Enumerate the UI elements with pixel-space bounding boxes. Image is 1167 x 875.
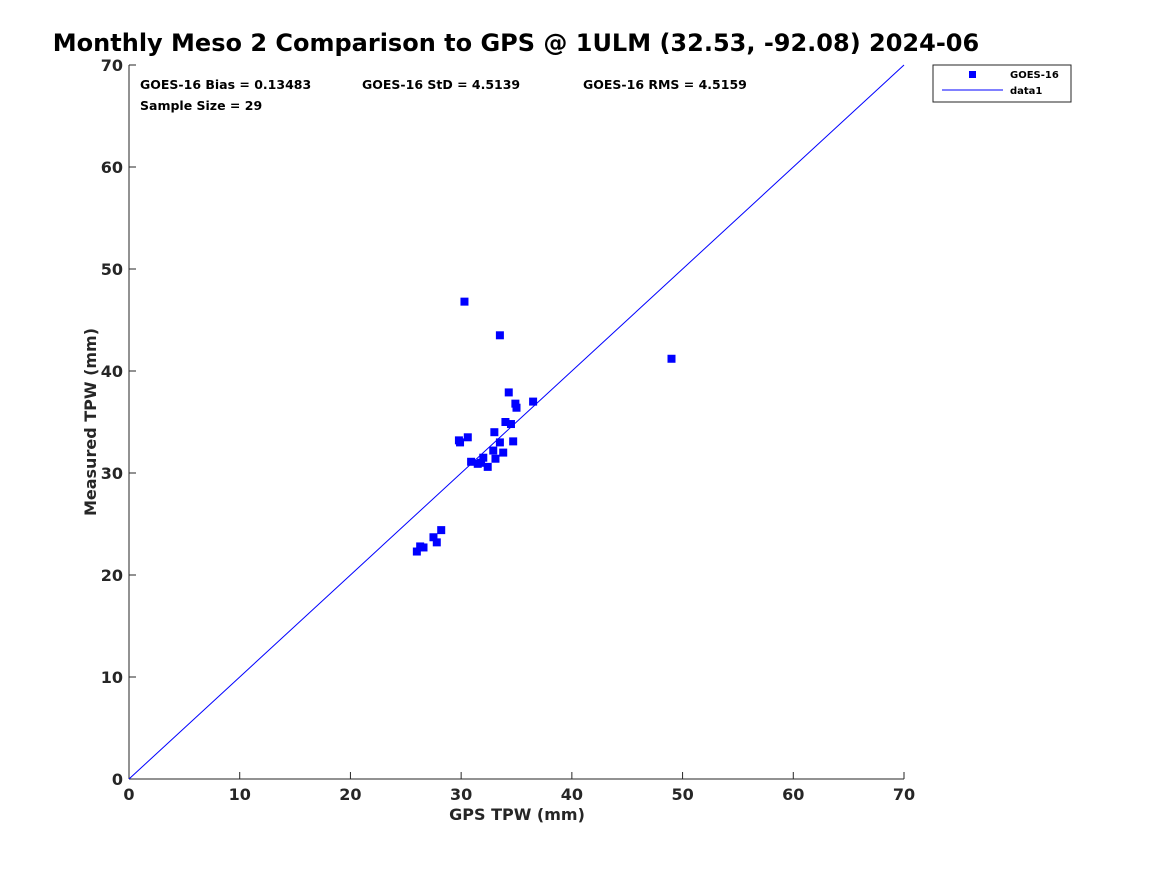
x-tick-label: 40	[561, 785, 583, 804]
data-point	[437, 526, 446, 535]
data-point	[432, 538, 441, 547]
chart-title: Monthly Meso 2 Comparison to GPS @ 1ULM …	[53, 29, 979, 57]
legend-box	[932, 64, 1072, 103]
one-to-one-line	[128, 64, 905, 780]
data-point	[495, 331, 504, 340]
plot-area: 0 10 20 30 40 50 60 70 0 10 20 30 40 50 60 70	[101, 56, 915, 804]
data-point	[419, 543, 428, 552]
data-point	[506, 420, 515, 429]
data-point	[495, 438, 504, 447]
data-point	[529, 397, 538, 406]
data-point	[460, 297, 469, 306]
data-point	[456, 438, 465, 447]
x-tick-label: 60	[782, 785, 804, 804]
y-tick-label: 20	[101, 566, 123, 585]
data-point	[412, 547, 421, 556]
data-point	[504, 388, 513, 397]
x-tick-label: 10	[229, 785, 251, 804]
y-tick-label: 0	[112, 770, 123, 789]
data-point	[667, 354, 676, 363]
y-tick-label: 10	[101, 668, 123, 687]
data-point	[429, 533, 438, 542]
data-point	[490, 428, 499, 437]
stats-annotations: GOES-16 Bias = 0.13483 GOES-16 StD = 4.5…	[140, 77, 747, 113]
data-point	[483, 462, 492, 471]
y-tick-label: 60	[101, 158, 123, 177]
y-tick-label: 40	[101, 362, 123, 381]
data-point	[509, 437, 518, 446]
rms-stat: GOES-16 RMS = 4.5159	[583, 77, 747, 92]
data-point	[501, 418, 510, 426]
y-tick-label: 70	[101, 56, 123, 75]
legend: GOES-16 data1	[932, 64, 1072, 103]
legend-label-goes16: GOES-16	[1010, 70, 1059, 81]
data-point	[491, 454, 500, 463]
x-tick-label: 50	[671, 785, 693, 804]
x-tick-label: 20	[339, 785, 361, 804]
std-stat: GOES-16 StD = 4.5139	[362, 77, 520, 92]
data-point	[511, 399, 520, 408]
x-tick-label: 70	[893, 785, 915, 804]
y-tick-label: 50	[101, 260, 123, 279]
x-axis-label: GPS TPW (mm)	[449, 805, 585, 824]
data-point	[463, 433, 472, 442]
legend-marker-goes16	[969, 71, 976, 78]
data-point	[499, 448, 508, 457]
y-axis-label: Measured TPW (mm)	[81, 328, 100, 516]
data-point	[512, 403, 521, 412]
data-point	[477, 458, 486, 467]
sample-size-stat: Sample Size = 29	[140, 98, 262, 113]
legend-label-data1: data1	[1010, 86, 1042, 97]
x-tick-label: 0	[123, 785, 134, 804]
data-point	[489, 446, 498, 455]
data-point	[479, 453, 488, 462]
bias-stat: GOES-16 Bias = 0.13483	[140, 77, 311, 92]
x-tick-label: 30	[450, 785, 472, 804]
y-tick-label: 30	[101, 464, 123, 483]
data-point	[467, 457, 476, 466]
